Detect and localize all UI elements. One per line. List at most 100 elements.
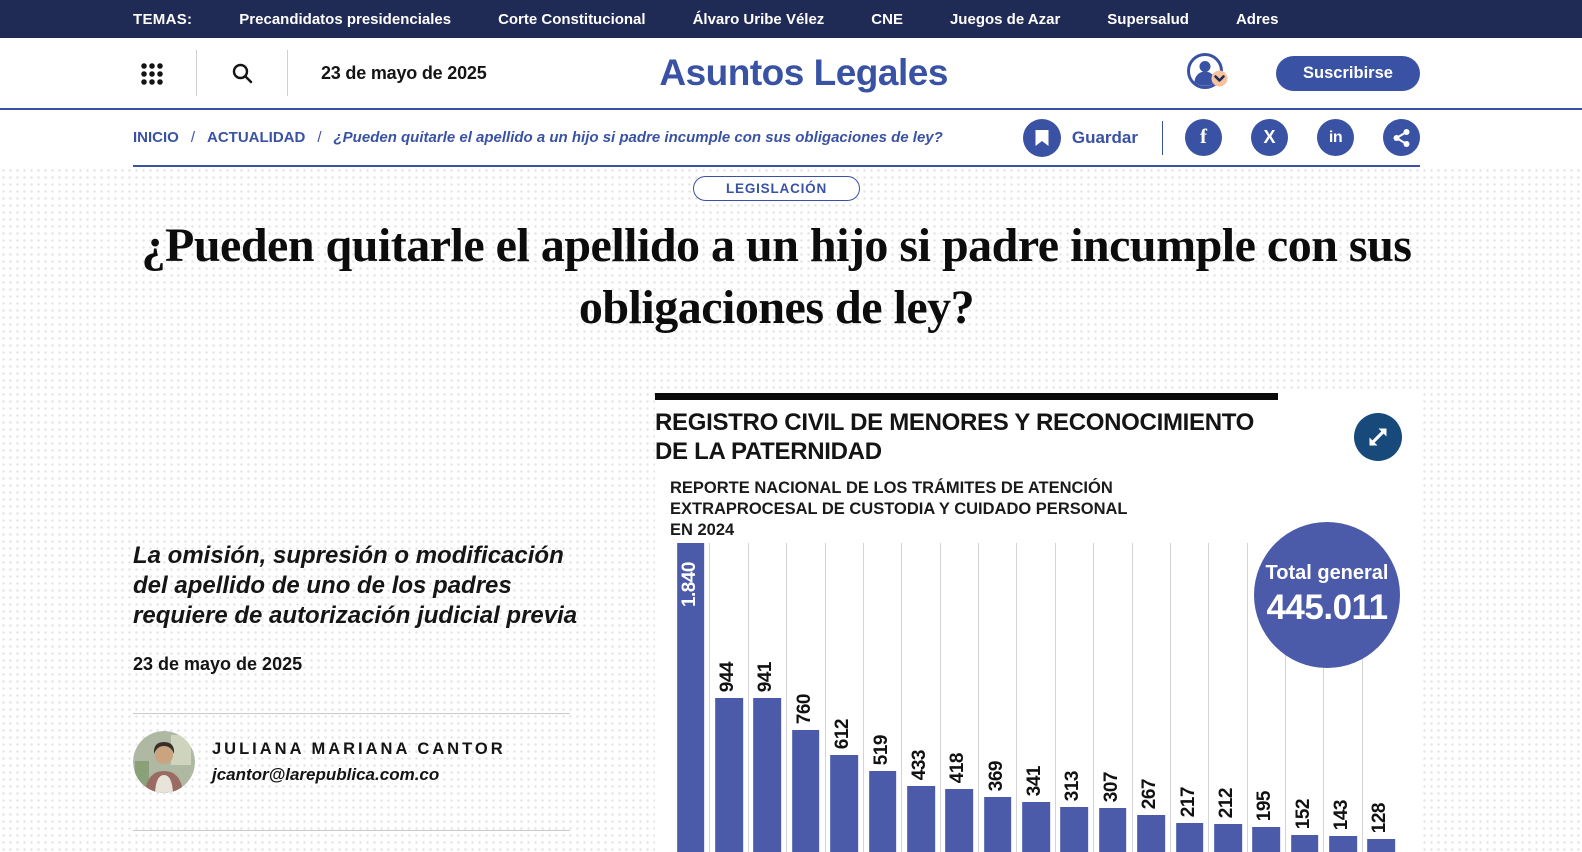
bar-941	[753, 698, 782, 852]
bar-slot: 313	[1056, 543, 1095, 852]
share-button[interactable]	[1383, 119, 1420, 156]
apps-grid-button[interactable]	[140, 61, 163, 85]
breadcrumb-inicio[interactable]: INICIO	[133, 129, 179, 146]
bar-value-label: 369	[985, 760, 1007, 791]
bar-1.840	[676, 543, 705, 852]
bar-143	[1329, 836, 1357, 852]
divider	[133, 830, 570, 831]
bar-944	[715, 698, 743, 852]
topnav-item-alvaro-uribe[interactable]: Álvaro Uribe Vélez	[692, 10, 825, 28]
infographic-subtitle: REPORTE NACIONAL DE LOS TRÁMITES DE ATEN…	[670, 478, 1132, 541]
bar-slot: 152	[1286, 543, 1325, 852]
site-logo[interactable]: Asuntos Legales	[659, 52, 948, 93]
bar-value-label: 418	[947, 752, 969, 783]
bar-433	[907, 786, 935, 852]
infographic-subtitle-rest: DE LOS TRÁMITES DE ATENCIÓN EXTRAPROCESA…	[670, 479, 1128, 539]
topnav-item-corte-constitucional[interactable]: Corte Constitucional	[498, 10, 646, 28]
bar-217	[1175, 823, 1204, 852]
infographic-subtitle-lead: REPORTE NACIONAL	[670, 479, 842, 497]
bar-195	[1252, 827, 1281, 852]
bar-760	[791, 730, 820, 852]
x-share-button[interactable]: X	[1251, 119, 1288, 156]
linkedin-icon: in	[1328, 128, 1343, 146]
bar-value-label: 433	[908, 749, 930, 780]
breadcrumb-row: INICIO / ACTUALIDAD / ¿Pueden quitarle e…	[0, 110, 1582, 167]
author-block: JULIANA MARIANA CANTOR jcantor@larepubli…	[133, 731, 506, 793]
article-summary: La omisión, supresión o modificación del…	[133, 542, 578, 629]
breadcrumb-current: ¿Pueden quitarle el apellido a un hijo s…	[333, 129, 943, 146]
account-button[interactable]	[1186, 52, 1232, 95]
bar-value-label: 341	[1024, 765, 1046, 796]
topics-label: TEMAS:	[133, 10, 193, 28]
site-header: 23 de mayo de 2025 Asuntos Legales Suscr…	[0, 38, 1582, 110]
author-email[interactable]: jcantor@larepublica.com.co	[212, 764, 440, 784]
breadcrumb-separator: /	[317, 129, 322, 146]
search-button[interactable]	[230, 61, 254, 85]
author-avatar	[133, 731, 195, 793]
bar-slot: 760	[787, 543, 826, 852]
save-button[interactable]: Guardar	[1022, 118, 1138, 157]
total-label: Total general	[1265, 562, 1389, 584]
bar-value-label: 152	[1292, 798, 1314, 829]
linkedin-share-button[interactable]: in	[1317, 119, 1354, 156]
bar-slot: 267	[1133, 543, 1171, 852]
article-title: ¿Pueden quitarle el apellido a un hijo s…	[141, 219, 1412, 334]
author-name: JULIANA MARIANA CANTOR	[212, 739, 506, 758]
bar-418	[945, 789, 974, 852]
infographic-card: REGISTRO CIVIL DE MENORES Y RECONOCIMIEN…	[655, 393, 1420, 852]
bar-slot: 418	[941, 543, 979, 852]
bar-341	[1022, 802, 1050, 852]
x-icon: X	[1263, 127, 1276, 147]
current-date: 23 de mayo de 2025	[321, 62, 487, 83]
bar-slot: 369	[979, 543, 1018, 852]
category-badge[interactable]: LEGISLACIÓN	[692, 176, 861, 201]
bar-value-label: 143	[1331, 799, 1353, 830]
apps-grid-icon	[140, 61, 163, 85]
topics-bar: TEMAS: Precandidatos presidenciales Cort…	[0, 0, 1582, 38]
bar-slot: 195	[1248, 543, 1286, 852]
total-circle: Total general 445.011	[1254, 522, 1400, 668]
bar-slot: 307	[1094, 543, 1133, 852]
breadcrumb: INICIO / ACTUALIDAD / ¿Pueden quitarle e…	[133, 129, 943, 146]
article-date: 23 de mayo de 2025	[133, 654, 303, 674]
bar-307	[1098, 808, 1127, 852]
article-actions: Guardar f X in	[1022, 118, 1420, 157]
facebook-share-button[interactable]: f	[1185, 119, 1222, 156]
divider	[287, 50, 288, 96]
bar-slot: 341	[1017, 543, 1056, 852]
bar-267	[1137, 815, 1166, 852]
expand-button[interactable]	[1354, 413, 1402, 461]
total-value: 445.011	[1266, 588, 1388, 627]
bar-value-label: 1.840	[678, 561, 700, 607]
bar-value-label: 944	[717, 661, 739, 692]
topnav-item-cne[interactable]: CNE	[871, 10, 903, 28]
bar-slot: 1.840	[672, 543, 711, 852]
infographic-title: REGISTRO CIVIL DE MENORES Y RECONOCIMIEN…	[655, 409, 1255, 465]
bar-369	[983, 797, 1012, 852]
bar-value-label: 313	[1062, 770, 1084, 801]
bar-212	[1214, 824, 1242, 852]
bar-slot: 612	[826, 543, 864, 852]
topnav-item-juegos-de-azar[interactable]: Juegos de Azar	[949, 10, 1061, 28]
subscribe-button[interactable]: Suscribirse	[1276, 55, 1420, 91]
topnav-item-supersalud[interactable]: Supersalud	[1107, 10, 1189, 28]
bar-value-label: 612	[832, 718, 854, 749]
bar-612	[830, 755, 859, 852]
bar-slot: 433	[902, 543, 941, 852]
breadcrumb-actualidad[interactable]: ACTUALIDAD	[207, 129, 306, 146]
bar-slot: 128	[1363, 543, 1400, 852]
bar-value-label: 128	[1369, 802, 1391, 833]
save-label: Guardar	[1071, 127, 1138, 147]
search-icon	[232, 63, 253, 84]
bar-value-label: 267	[1139, 778, 1161, 809]
topnav-item-precandidatos[interactable]: Precandidatos presidenciales	[239, 10, 452, 28]
bar-value-label: 519	[870, 734, 892, 765]
bar-value-label: 760	[793, 693, 815, 724]
bar-value-label: 941	[755, 661, 777, 692]
divider	[1162, 120, 1163, 155]
topnav-item-adres[interactable]: Adres	[1235, 10, 1279, 28]
bar-519	[868, 771, 897, 852]
bar-128	[1367, 839, 1396, 852]
bar-chart: 1.840 944 941 760 612 519 433 418 369 341 313 307 26…	[672, 543, 1400, 852]
